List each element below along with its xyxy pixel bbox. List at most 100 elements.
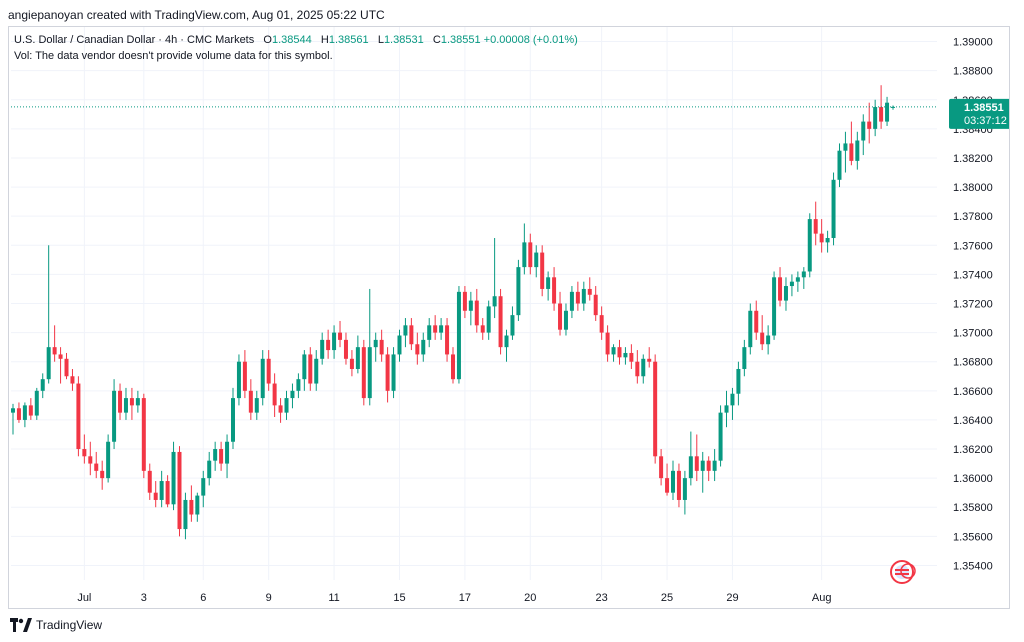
candle-body xyxy=(748,310,753,348)
x-tick-label: Jul xyxy=(77,592,91,604)
candle-body xyxy=(153,492,158,500)
candle-body xyxy=(474,300,479,326)
candle-body xyxy=(546,277,551,289)
candle-body xyxy=(302,354,307,380)
candle-body xyxy=(40,379,45,391)
candle xyxy=(748,303,753,355)
candle xyxy=(736,361,741,406)
footer-brand[interactable]: TradingView xyxy=(10,618,102,632)
candle xyxy=(540,245,545,297)
candle xyxy=(106,434,111,483)
candle xyxy=(456,286,461,384)
candle xyxy=(843,131,848,173)
candle xyxy=(290,383,295,409)
candle-body xyxy=(843,143,848,151)
candle xyxy=(492,238,497,319)
candle-body xyxy=(528,242,533,268)
candle-body xyxy=(552,277,557,304)
candle xyxy=(338,320,343,348)
candle xyxy=(623,347,628,365)
candle xyxy=(671,460,675,500)
candle xyxy=(688,431,693,486)
candle-body xyxy=(891,106,895,108)
candle-body xyxy=(682,478,687,500)
candle-body xyxy=(760,332,765,345)
candle xyxy=(593,286,598,321)
candle-body xyxy=(540,252,545,289)
candle xyxy=(433,315,438,340)
candle-body xyxy=(118,390,123,413)
candle xyxy=(795,271,800,292)
candle xyxy=(599,306,604,340)
candle xyxy=(28,398,33,420)
candle-body xyxy=(498,296,503,348)
high-label: H xyxy=(320,34,329,46)
candle-body xyxy=(558,303,563,330)
candle xyxy=(367,288,372,406)
candle-body xyxy=(451,354,455,380)
candle-body xyxy=(837,150,842,180)
candle xyxy=(581,281,586,311)
candle xyxy=(16,402,21,423)
candle-body xyxy=(534,252,539,268)
y-tick-label: 1.38000 xyxy=(953,182,993,194)
candle-body xyxy=(409,325,414,345)
candle xyxy=(201,470,206,508)
y-tick-label: 1.37600 xyxy=(953,240,993,252)
candle xyxy=(665,463,670,496)
candle xyxy=(647,347,652,368)
candle xyxy=(320,332,325,365)
candle-body xyxy=(82,449,87,457)
candle-body xyxy=(177,451,182,530)
candle xyxy=(314,350,319,391)
candle xyxy=(861,114,866,156)
candle xyxy=(415,332,420,365)
y-tick-label: 1.38200 xyxy=(953,153,993,165)
candle-body xyxy=(231,398,235,442)
price-badge-countdown: 03:37:12 xyxy=(964,115,1007,127)
candle-body xyxy=(706,460,711,471)
candle xyxy=(439,318,444,340)
candle xyxy=(522,223,527,275)
candle xyxy=(46,245,51,384)
candle xyxy=(361,339,366,406)
price-badge-bg xyxy=(949,98,1009,129)
candle-body xyxy=(873,107,878,129)
candle-body xyxy=(225,441,230,464)
candle-body xyxy=(278,405,283,413)
flag-icon[interactable] xyxy=(890,560,916,584)
price-axis: 1.390001.388001.386001.384001.382001.380… xyxy=(953,37,993,573)
candlestick-chart[interactable]: 1.390001.388001.386001.384001.382001.380… xyxy=(9,27,1010,609)
chart-frame[interactable]: 1.390001.388001.386001.384001.382001.380… xyxy=(8,26,1010,609)
candle xyxy=(754,300,759,340)
candle-body xyxy=(135,398,140,406)
candle xyxy=(296,373,301,399)
candle xyxy=(807,213,812,278)
candle-body xyxy=(52,347,57,355)
candle xyxy=(70,368,75,391)
candle-body xyxy=(641,358,646,377)
candle xyxy=(730,387,735,420)
candle xyxy=(213,441,218,471)
candle xyxy=(11,403,15,435)
candle-body xyxy=(653,361,658,457)
candle xyxy=(706,456,711,482)
candle xyxy=(332,325,337,359)
candle xyxy=(445,318,450,362)
candle-body xyxy=(563,310,568,330)
candle-body xyxy=(260,358,265,399)
y-tick-label: 1.36200 xyxy=(953,444,993,456)
candle xyxy=(724,390,729,428)
candle xyxy=(504,329,509,362)
candle-body xyxy=(308,354,313,384)
candle xyxy=(611,344,616,362)
candle xyxy=(486,300,491,340)
candle-body xyxy=(343,339,348,359)
candle-body xyxy=(403,325,408,336)
y-tick-label: 1.36800 xyxy=(953,357,993,369)
candle-body xyxy=(492,296,497,307)
candle xyxy=(819,219,824,253)
candle-body xyxy=(569,291,574,311)
candle xyxy=(379,329,384,362)
candle xyxy=(64,352,69,380)
